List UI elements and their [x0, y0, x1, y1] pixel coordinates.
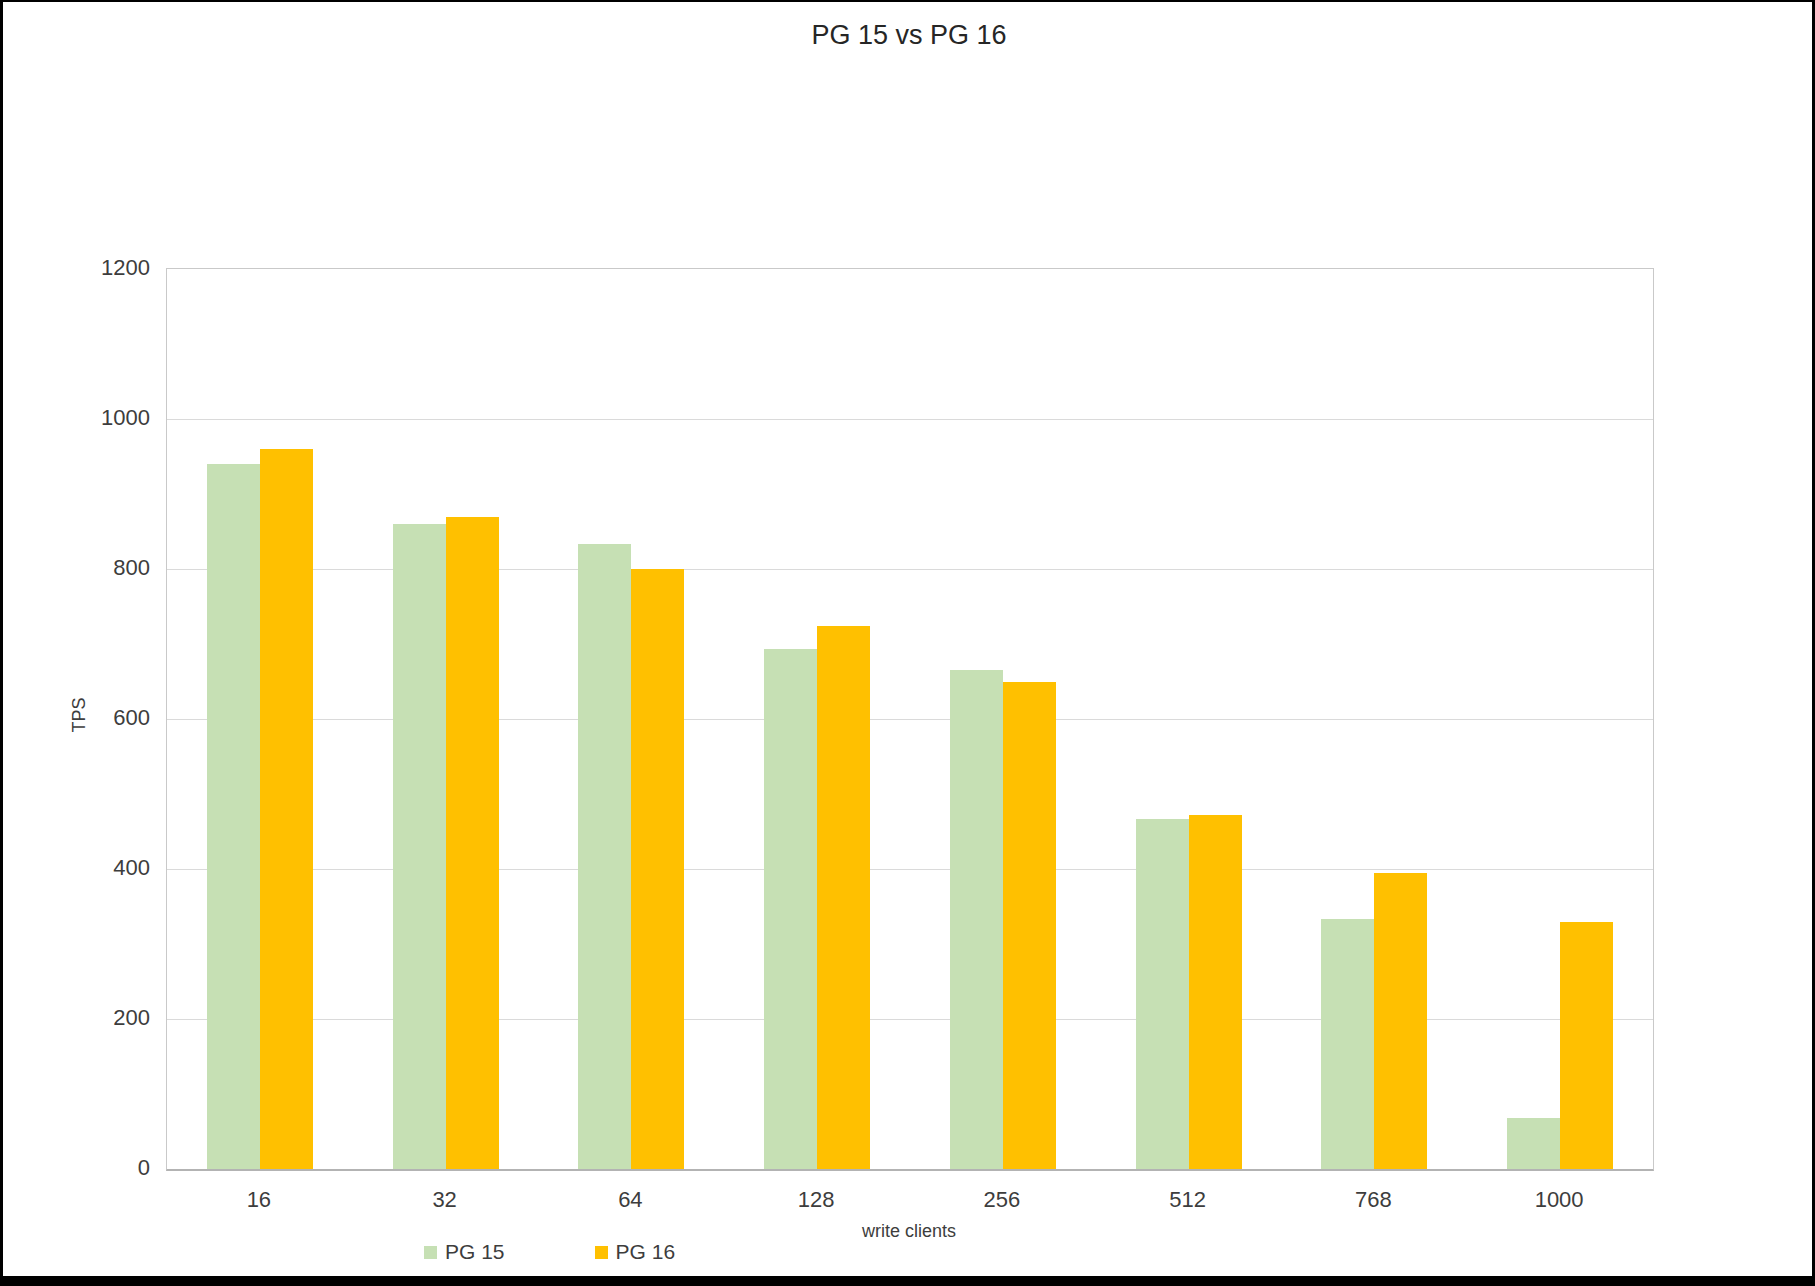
bar-group-256 — [910, 269, 1096, 1169]
y-tick-label-400: 400 — [3, 854, 150, 882]
bar-pg-15-512 — [1136, 819, 1189, 1169]
bar-pg-16-768 — [1374, 873, 1427, 1169]
bar-pg-15-16 — [207, 464, 260, 1169]
bar-group-64 — [539, 269, 725, 1169]
legend-label-pg-16: PG 16 — [616, 1240, 676, 1264]
bar-group-768 — [1282, 269, 1468, 1169]
bar-pg-16-1000 — [1560, 922, 1613, 1170]
y-tick-label-1000: 1000 — [3, 404, 150, 432]
x-tick-label-32: 32 — [352, 1186, 538, 1214]
y-tick-label-800: 800 — [3, 554, 150, 582]
bar-pg-15-768 — [1321, 919, 1374, 1169]
x-tick-label-512: 512 — [1095, 1186, 1281, 1214]
bar-pg-16-512 — [1189, 815, 1242, 1169]
y-tick-label-600: 600 — [3, 704, 150, 732]
chart-title: PG 15 vs PG 16 — [166, 20, 1652, 51]
bar-pg-16-64 — [631, 569, 684, 1169]
y-tick-label-200: 200 — [3, 1004, 150, 1032]
chart-legend: PG 15 PG 16 — [424, 1240, 675, 1264]
bar-group-16 — [167, 269, 353, 1169]
chart-screenshot-page: PG 15 vs PG 16 TPS 020040060080010001200… — [0, 0, 1815, 1286]
bar-group-128 — [724, 269, 910, 1169]
bar-pg-15-1000 — [1507, 1118, 1560, 1169]
bar-pg-15-256 — [950, 670, 1003, 1169]
x-tick-label-768: 768 — [1281, 1186, 1467, 1214]
bar-pg-16-32 — [446, 517, 499, 1170]
bars-row — [167, 269, 1653, 1169]
y-tick-label-1200: 1200 — [3, 254, 150, 282]
x-tick-label-256: 256 — [909, 1186, 1095, 1214]
bar-pg-16-16 — [260, 449, 313, 1169]
legend-item-pg-15: PG 15 — [424, 1240, 505, 1264]
legend-label-pg-15: PG 15 — [445, 1240, 505, 1264]
plot-area — [166, 268, 1654, 1171]
bar-pg-16-128 — [817, 626, 870, 1169]
bar-group-32 — [353, 269, 539, 1169]
x-tick-label-16: 16 — [166, 1186, 352, 1214]
bar-group-512 — [1096, 269, 1282, 1169]
bar-pg-15-64 — [578, 544, 631, 1169]
bar-pg-15-128 — [764, 649, 817, 1169]
legend-swatch-pg-15 — [424, 1246, 437, 1259]
y-tick-label-0: 0 — [3, 1154, 150, 1182]
x-axis-title: write clients — [166, 1221, 1652, 1242]
bar-pg-15-32 — [393, 524, 446, 1169]
legend-item-pg-16: PG 16 — [595, 1240, 676, 1264]
x-tick-label-1000: 1000 — [1466, 1186, 1652, 1214]
x-tick-label-128: 128 — [723, 1186, 909, 1214]
bar-group-1000 — [1467, 269, 1653, 1169]
legend-swatch-pg-16 — [595, 1246, 608, 1259]
bar-pg-16-256 — [1003, 682, 1056, 1170]
x-tick-label-64: 64 — [538, 1186, 724, 1214]
